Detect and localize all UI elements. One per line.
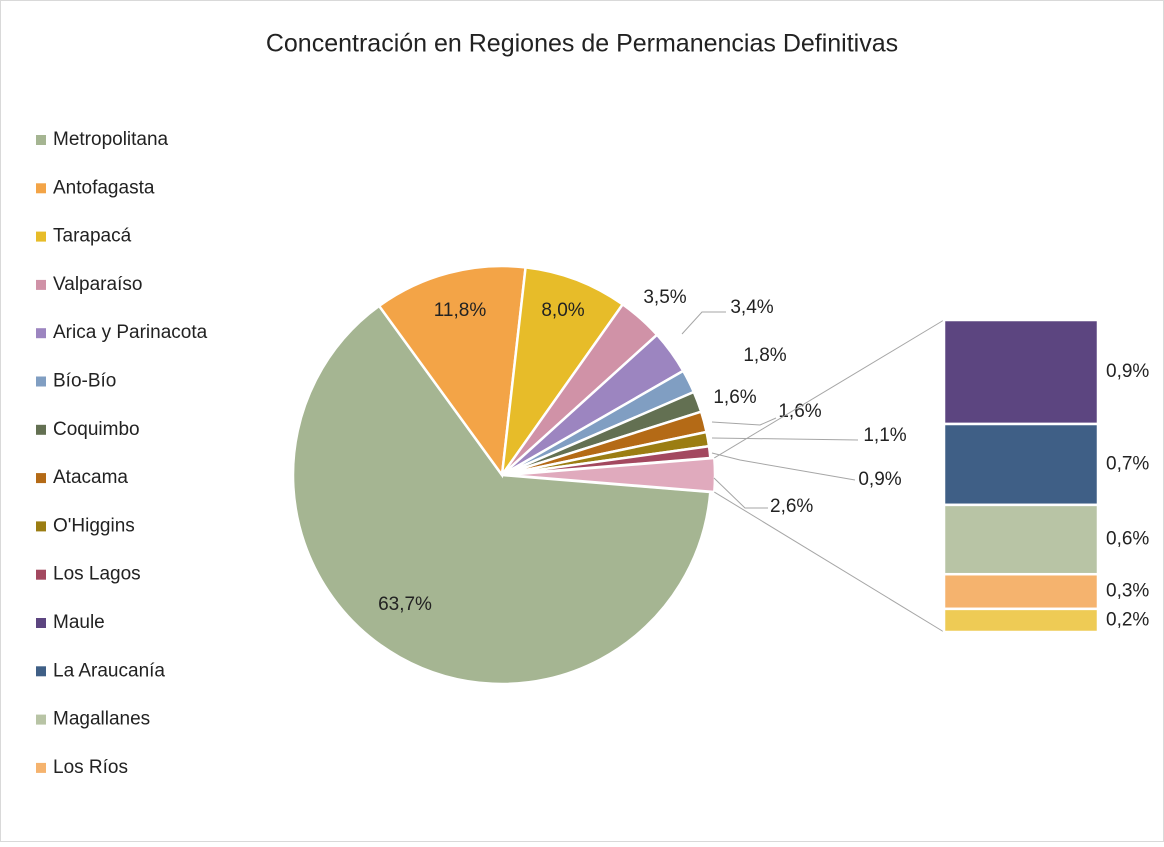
legend-label: Metropolitana <box>53 129 169 150</box>
pie-slice <box>500 265 625 476</box>
legend-swatch <box>36 521 46 532</box>
legend-label: Coquimbo <box>53 419 140 440</box>
bar-segment <box>942 503 1100 576</box>
legend-swatch <box>36 714 46 725</box>
bar-segment <box>942 318 1100 426</box>
data-label: 2,6% <box>770 496 813 517</box>
connector-line <box>714 319 945 459</box>
legend-swatch <box>36 569 46 580</box>
data-label: 11,8% <box>434 300 487 321</box>
data-label: 1,8% <box>743 345 786 366</box>
leader-line <box>711 437 859 441</box>
pie-slice <box>505 456 717 494</box>
legend-swatch <box>36 279 46 290</box>
data-label: 0,2% <box>1106 609 1149 630</box>
legend-label: La Araucanía <box>53 660 165 681</box>
legend-swatch <box>36 424 46 435</box>
legend-swatch <box>36 376 46 387</box>
legend-label: Atacama <box>53 467 128 488</box>
leader-line <box>711 417 777 426</box>
legend-swatch <box>36 666 46 677</box>
legend-label: Los Ríos <box>53 757 128 778</box>
legend-label: O'Higgins <box>53 515 135 536</box>
data-label: 1,1% <box>863 425 906 446</box>
legend-swatch <box>36 231 46 242</box>
leader-line <box>681 311 726 335</box>
pie-slice <box>377 264 527 479</box>
legend-label: Magallanes <box>53 709 150 730</box>
data-label: 0,7% <box>1106 453 1149 474</box>
bar-segment <box>942 572 1100 611</box>
legend-label: Los Lagos <box>53 564 141 585</box>
legend-swatch <box>36 618 46 628</box>
legend-swatch <box>36 473 46 484</box>
leader-line <box>713 477 768 509</box>
connector-line <box>714 491 945 633</box>
legend-label: Antofagasta <box>53 177 155 198</box>
data-label: 8,0% <box>541 300 584 321</box>
data-label: 0,3% <box>1106 581 1149 602</box>
pie-slice <box>291 304 712 686</box>
legend-swatch <box>36 328 46 339</box>
data-label: 0,9% <box>858 469 901 490</box>
legend-swatch <box>36 183 46 194</box>
legend-swatch <box>36 762 46 773</box>
data-label: 0,6% <box>1106 529 1149 550</box>
legend-label: Arica y Parinacota <box>53 322 208 343</box>
legend-label: Valparaíso <box>53 274 142 295</box>
legend-label: Maule <box>53 612 105 633</box>
legend-swatch <box>36 135 46 145</box>
bar-segment <box>942 422 1100 507</box>
legend-label: Bío-Bío <box>53 371 116 392</box>
data-label: 1,6% <box>713 387 756 408</box>
data-label: 3,4% <box>730 297 773 318</box>
leader-line <box>711 452 856 481</box>
data-label: 63,7% <box>378 594 432 615</box>
data-label: 1,6% <box>778 401 821 422</box>
data-label: 0,9% <box>1106 361 1149 382</box>
legend-label: Tarapacá <box>53 226 132 247</box>
chart-title: Concentración en Regiones de Permanencia… <box>266 30 898 58</box>
bar-segment <box>942 607 1100 634</box>
data-label: 3,5% <box>643 287 686 308</box>
